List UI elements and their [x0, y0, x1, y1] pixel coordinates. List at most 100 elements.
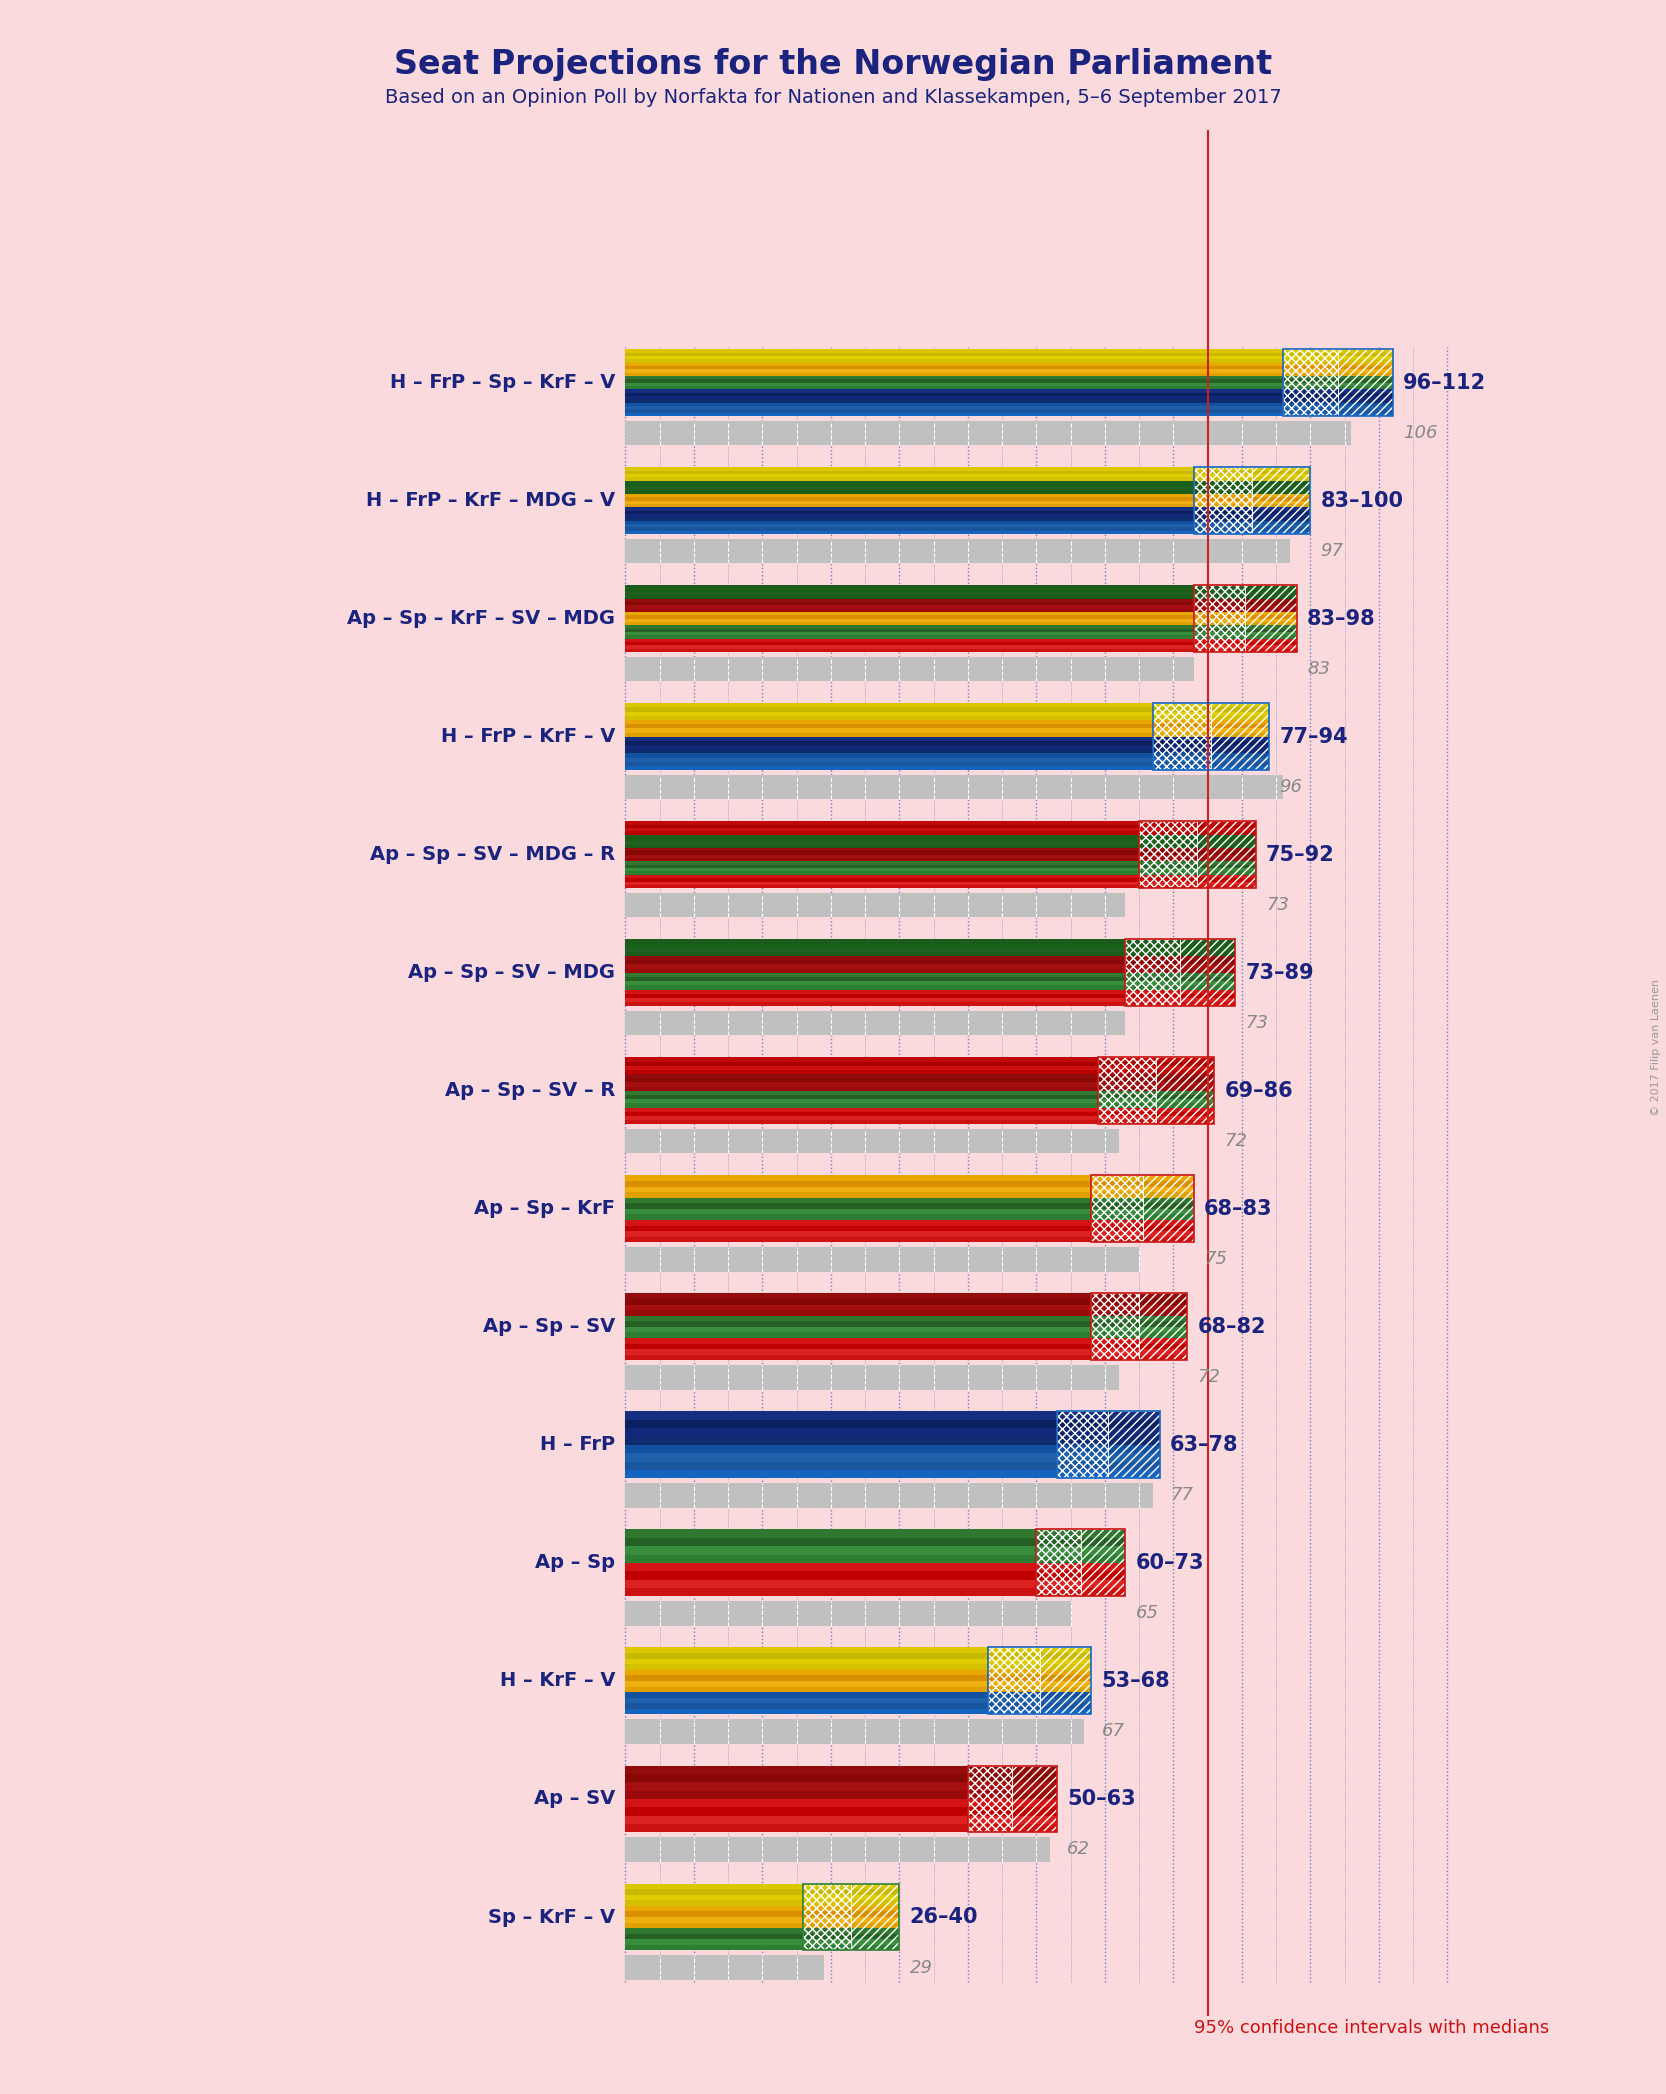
Bar — [1283, 396, 1393, 400]
Text: H – FrP – KrF – MDG – V: H – FrP – KrF – MDG – V — [367, 492, 615, 511]
Text: H – FrP – Sp – KrF – V: H – FrP – Sp – KrF – V — [390, 373, 615, 392]
Bar — [625, 745, 1153, 750]
Bar — [1140, 875, 1256, 877]
Bar — [1091, 1175, 1143, 1242]
Bar — [625, 538, 1289, 563]
Bar — [625, 634, 1195, 639]
Bar — [1283, 352, 1393, 356]
Text: Ap – Sp – KrF – SV – MDG: Ap – Sp – KrF – SV – MDG — [347, 609, 615, 628]
Text: Ap – Sp – SV – MDG – R: Ap – Sp – SV – MDG – R — [370, 846, 615, 865]
Bar — [625, 1225, 1091, 1231]
Bar — [803, 1939, 900, 1945]
Bar — [1091, 1238, 1195, 1242]
Bar — [1036, 1570, 1126, 1579]
Bar — [625, 366, 1283, 369]
Bar — [625, 584, 1195, 588]
Bar — [625, 517, 1195, 521]
Bar — [1195, 517, 1311, 521]
Bar — [625, 1652, 988, 1658]
Bar — [1126, 974, 1235, 978]
Bar — [625, 1238, 1091, 1242]
Text: 83–100: 83–100 — [1321, 490, 1404, 511]
Bar — [1195, 524, 1311, 528]
Bar — [1140, 882, 1256, 886]
Bar — [625, 1579, 1036, 1587]
Bar — [625, 953, 1126, 957]
Bar — [625, 766, 1153, 771]
Bar — [1195, 488, 1311, 490]
Bar — [1108, 1411, 1160, 1478]
Bar — [1153, 758, 1269, 762]
Bar — [1195, 505, 1311, 507]
Bar — [988, 1681, 1091, 1686]
Bar — [1126, 970, 1235, 974]
Bar — [625, 957, 1126, 961]
Bar — [625, 385, 1283, 389]
Bar — [625, 1204, 1091, 1208]
Bar — [1126, 965, 1235, 970]
Bar — [625, 498, 1195, 500]
Bar — [625, 421, 1351, 446]
Bar — [1126, 957, 1235, 961]
Bar — [1140, 861, 1256, 865]
Bar — [1126, 940, 1180, 1007]
Bar — [1056, 1470, 1160, 1478]
Bar — [1056, 1411, 1160, 1478]
Text: Ap – Sp – SV: Ap – Sp – SV — [483, 1317, 615, 1336]
Bar — [625, 1311, 1091, 1315]
Bar — [1153, 712, 1269, 716]
Bar — [803, 1945, 900, 1950]
Bar — [625, 649, 1195, 651]
Bar — [1211, 704, 1269, 771]
Bar — [1195, 599, 1296, 601]
Bar — [625, 1922, 803, 1929]
Bar — [625, 1815, 968, 1824]
Bar — [625, 377, 1283, 379]
Bar — [1091, 1187, 1195, 1191]
Bar — [1091, 1294, 1188, 1298]
Text: H – FrP: H – FrP — [540, 1434, 615, 1455]
Bar — [1195, 616, 1296, 618]
Text: 96: 96 — [1279, 779, 1303, 796]
Bar — [625, 639, 1195, 643]
Bar — [1040, 1648, 1091, 1715]
Text: Ap – SV: Ap – SV — [533, 1790, 615, 1809]
Bar — [988, 1669, 1091, 1675]
Bar — [625, 471, 1195, 473]
Bar — [1283, 369, 1393, 373]
Bar — [988, 1698, 1091, 1702]
Bar — [1338, 350, 1393, 417]
Bar — [625, 1066, 1098, 1070]
Text: H – FrP – KrF – V: H – FrP – KrF – V — [441, 727, 615, 745]
Bar — [1098, 1057, 1215, 1124]
Bar — [625, 741, 1153, 745]
Text: 65: 65 — [1136, 1604, 1158, 1623]
Bar — [625, 1912, 803, 1916]
Bar — [1091, 1311, 1188, 1315]
Text: 63–78: 63–78 — [1170, 1434, 1238, 1455]
Bar — [625, 720, 1153, 725]
Bar — [625, 402, 1283, 406]
Bar — [1153, 750, 1269, 754]
Text: 73: 73 — [1245, 1013, 1268, 1032]
Bar — [803, 1883, 900, 1950]
Bar — [988, 1702, 1091, 1709]
Bar — [1098, 1057, 1156, 1124]
Bar — [1195, 477, 1311, 482]
Bar — [1195, 467, 1311, 534]
Bar — [625, 848, 1140, 852]
Bar — [1126, 999, 1235, 1003]
Bar — [625, 1587, 1036, 1596]
Bar — [1153, 720, 1269, 725]
Bar — [625, 775, 1283, 800]
Bar — [1091, 1328, 1188, 1332]
Bar — [625, 838, 1140, 842]
Bar — [1153, 704, 1211, 771]
Bar — [625, 490, 1195, 494]
Bar — [1195, 643, 1296, 645]
Bar — [625, 729, 1153, 733]
Text: 72: 72 — [1225, 1133, 1248, 1150]
Bar — [625, 394, 1283, 396]
Bar — [1195, 601, 1296, 605]
Bar — [1195, 490, 1311, 494]
